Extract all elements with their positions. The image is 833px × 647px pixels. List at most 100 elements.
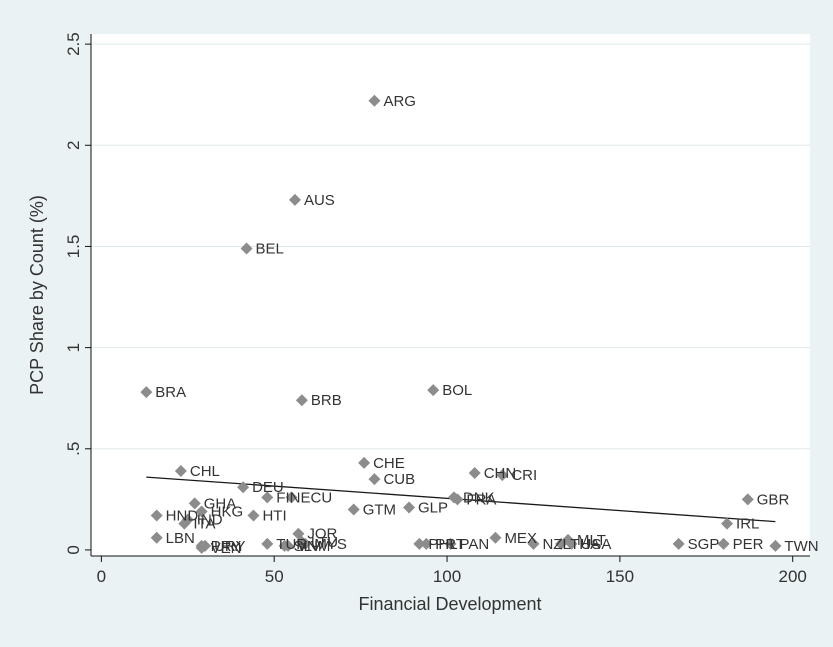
- point-label-bel: BEL: [256, 240, 284, 257]
- x-tick-label: 200: [779, 567, 807, 586]
- x-tick-label: 0: [97, 567, 106, 586]
- point-label-prt: PRT: [435, 536, 465, 553]
- point-label-mys: MYS: [314, 536, 347, 553]
- point-label-per: PER: [733, 536, 764, 553]
- point-label-ven: VEN: [211, 540, 242, 557]
- point-label-twn: TWN: [784, 538, 818, 555]
- point-label-ltu: LTU: [311, 534, 338, 551]
- data-point-hnd: [150, 509, 163, 522]
- point-label-fin: FIN: [276, 489, 300, 506]
- point-label-mlt: MLT: [577, 532, 606, 549]
- point-label-cri: CRI: [511, 467, 537, 484]
- data-point-ita: [178, 517, 191, 530]
- data-point-glp: [403, 501, 416, 514]
- y-tick-label: 2.5: [64, 32, 83, 56]
- data-point-ecu: [285, 491, 298, 504]
- data-point-twn: [769, 539, 782, 552]
- data-point-irl: [721, 517, 734, 530]
- y-tick-label: 2: [64, 141, 83, 150]
- point-label-vnm: VNM: [297, 538, 330, 555]
- data-point-nzl: [527, 537, 540, 550]
- point-label-gha: GHA: [204, 495, 237, 512]
- point-label-glp: GLP: [418, 499, 448, 516]
- point-label-brb: BRB: [311, 392, 342, 409]
- x-tick-label: 50: [265, 567, 284, 586]
- point-label-aus: AUS: [304, 192, 335, 209]
- data-point-tur: [261, 537, 274, 550]
- x-tick-label: 150: [606, 567, 634, 586]
- grid-lines: [91, 43, 810, 450]
- data-point-bra: [140, 386, 153, 399]
- point-label-che: CHE: [373, 455, 405, 472]
- data-point-ven: [195, 541, 208, 554]
- data-point-chn: [468, 467, 481, 480]
- point-label-bol: BOL: [442, 382, 472, 399]
- data-point-gtm: [347, 503, 360, 516]
- point-label-gtm: GTM: [363, 501, 396, 518]
- point-label-chl: CHL: [190, 463, 220, 480]
- point-label-slv: SLV: [294, 538, 321, 555]
- data-point-chl: [174, 465, 187, 478]
- data-point-sgp: [672, 537, 685, 550]
- y-axis-title: PCP Share by Count (%): [27, 195, 47, 395]
- point-label-chn: CHN: [484, 465, 517, 482]
- data-point-bel: [240, 242, 253, 255]
- data-point-fin: [261, 491, 274, 504]
- point-label-jor: JOR: [307, 526, 337, 543]
- data-point-gha: [188, 497, 201, 510]
- point-label-pan: PAN: [460, 536, 490, 553]
- data-point-che: [358, 456, 371, 469]
- point-label-lbn: LBN: [166, 530, 195, 547]
- point-label-pry: PRY: [211, 538, 242, 555]
- data-point-cri: [496, 469, 509, 482]
- data-point-phl: [413, 537, 426, 550]
- y-tick-label: 0: [64, 545, 83, 554]
- data-point-mex: [489, 531, 502, 544]
- data-point-lbn: [150, 531, 163, 544]
- x-axis-ticks: 0 50 100 150 200: [97, 556, 807, 586]
- data-point-fra: [451, 493, 464, 506]
- data-point-per: [717, 537, 730, 550]
- plot-area: [91, 34, 810, 556]
- point-label-irl: IRL: [736, 516, 759, 533]
- data-point-gbr: [741, 493, 754, 506]
- point-label-ita: ITA: [193, 516, 215, 533]
- point-label-usa: USA: [580, 536, 611, 553]
- x-tick-label: 100: [433, 567, 461, 586]
- data-point-vnm: [282, 539, 295, 552]
- point-label-nzl: NZL: [542, 536, 570, 553]
- point-label-tur: TUR: [276, 536, 307, 553]
- data-point-hkg: [195, 505, 208, 518]
- point-label-hti: HTI: [262, 508, 286, 525]
- data-point-hti: [247, 509, 260, 522]
- data-point-aus: [288, 193, 301, 206]
- point-label-arg: ARG: [383, 93, 416, 110]
- point-label-dnk: DNK: [463, 489, 495, 506]
- data-point-bol: [427, 384, 440, 397]
- x-axis-title: Financial Development: [358, 594, 541, 614]
- point-label-deu: DEU: [252, 479, 284, 496]
- data-point-brb: [295, 394, 308, 407]
- data-point-cub: [368, 473, 381, 486]
- point-label-tha: THA: [570, 536, 600, 553]
- point-label-cub: CUB: [383, 471, 415, 488]
- data-point-prt: [420, 537, 433, 550]
- data-point-deu: [237, 481, 250, 494]
- y-tick-label: 1.5: [64, 235, 83, 259]
- point-label-phl: PHL: [428, 536, 457, 553]
- data-point-pan: [444, 537, 457, 550]
- point-label-hkg: HKG: [211, 503, 244, 520]
- point-label-ind: IND: [197, 512, 223, 529]
- point-label-ecu: ECU: [300, 489, 332, 506]
- data-points: [140, 94, 782, 554]
- y-tick-label: .5: [64, 442, 83, 456]
- point-label-mex: MEX: [504, 530, 537, 547]
- data-point-mys: [299, 537, 312, 550]
- data-point-mlt: [562, 533, 575, 546]
- point-label-fra: FRA: [466, 491, 496, 508]
- point-label-sgp: SGP: [688, 536, 720, 553]
- data-point-arg: [368, 94, 381, 107]
